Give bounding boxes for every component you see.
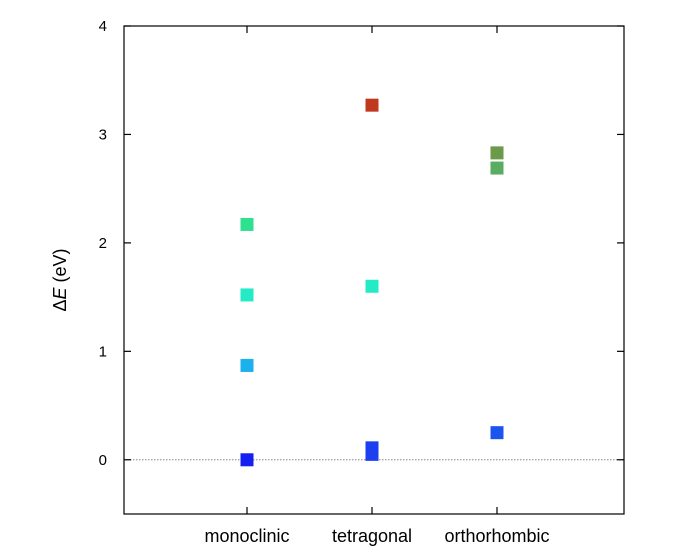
data-point [490,161,504,175]
y-axis-label-unit: (eV) [50,248,70,287]
data-point [240,358,254,372]
x-category-label: orthorhombic [444,526,549,546]
y-ticks: 0 1 2 3 4 [99,18,624,469]
y-tick-label: 2 [99,235,107,252]
data-point [240,217,254,231]
y-tick-label: 1 [99,343,107,360]
y-tick-label: 3 [99,126,107,143]
x-categories: monoclinic tetragonal orthorhombic [204,26,550,546]
y-axis-label: ΔE (eV) [50,248,70,311]
data-point [365,98,379,112]
data-point [365,447,379,461]
data-point [240,453,254,467]
y-tick-label: 4 [99,18,107,35]
plot-frame [123,25,625,515]
data-point [490,426,504,440]
x-category-label: monoclinic [204,526,289,546]
data-point [490,146,504,160]
x-category-label: tetragonal [332,526,412,546]
y-axis-label-symbol: E [50,287,70,300]
y-tick-label: 0 [99,452,107,469]
data-point [240,288,254,302]
y-axis-label-prefix: Δ [50,300,70,312]
data-point [365,279,379,293]
data-points [240,98,504,467]
